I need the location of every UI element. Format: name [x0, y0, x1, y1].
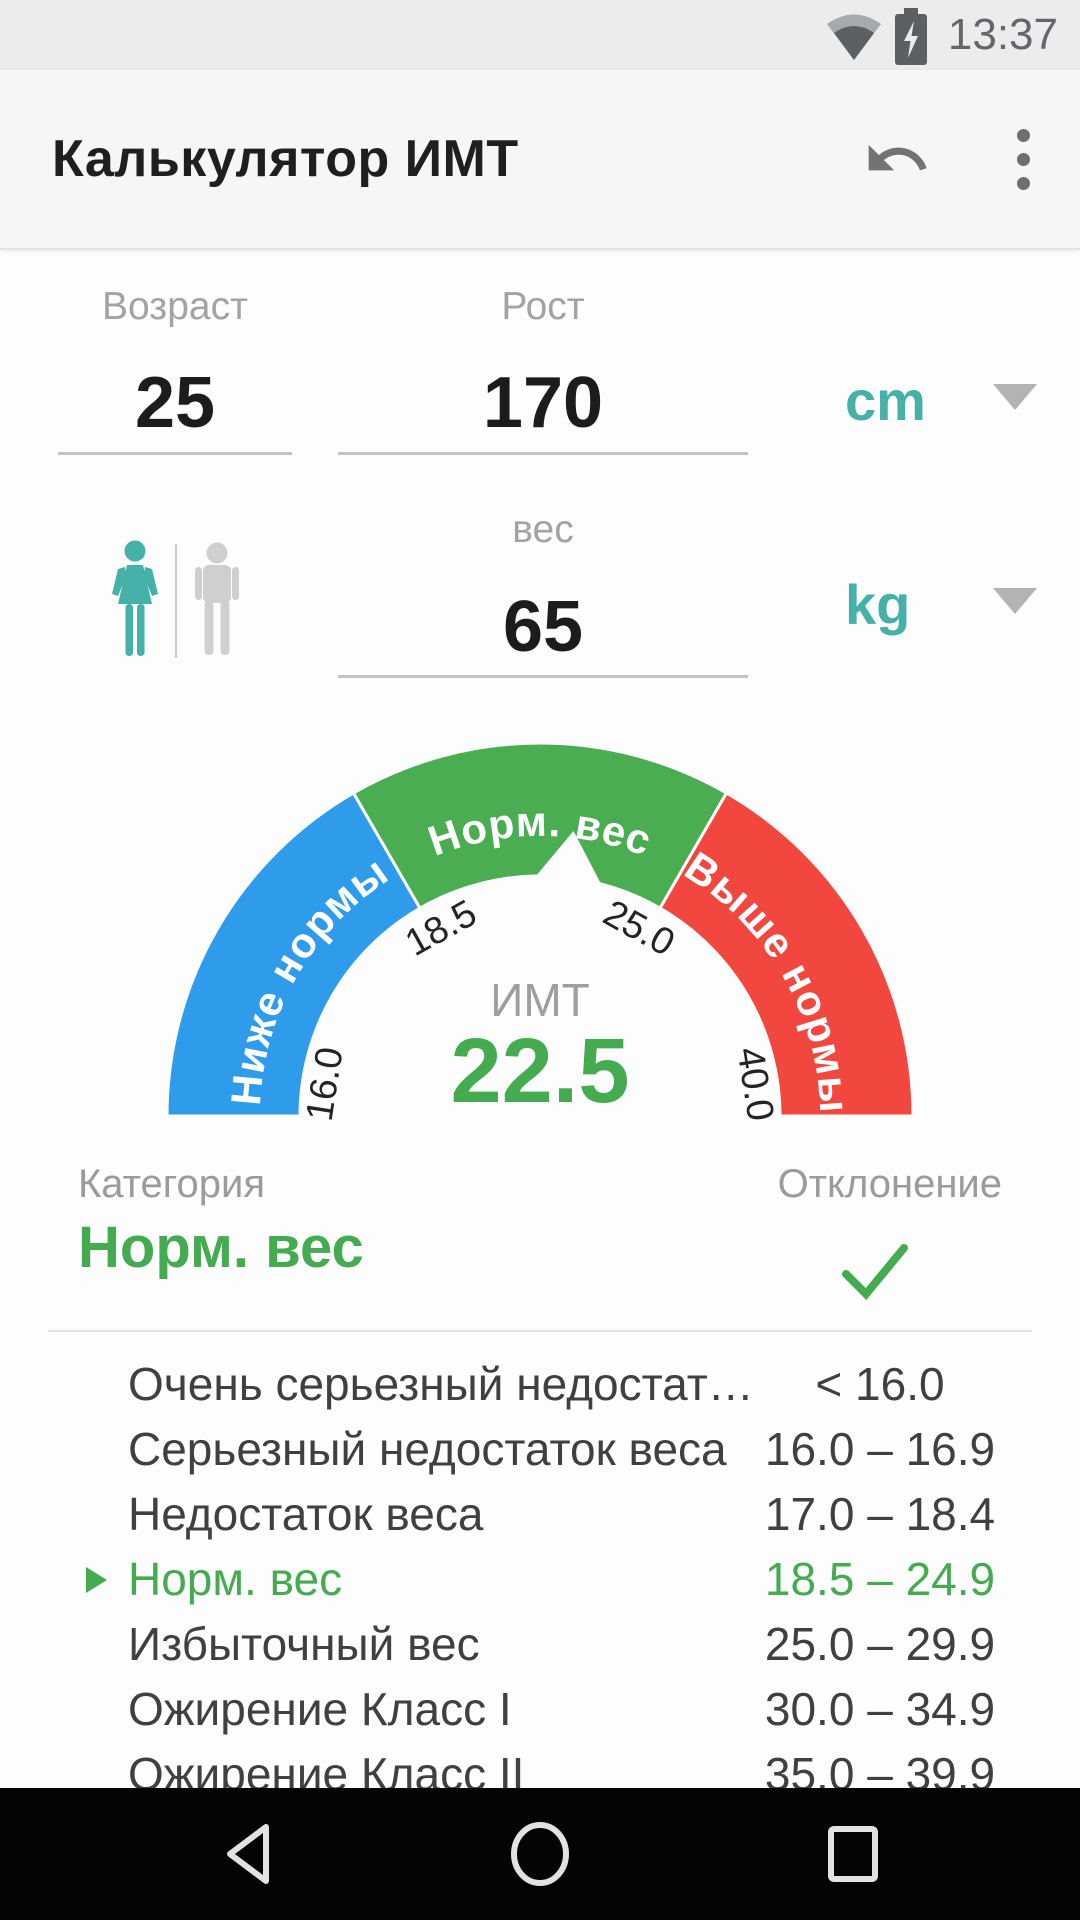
home-icon[interactable]	[508, 1821, 572, 1887]
bmi-gauge: Ниже нормы Норм. вес Выше нормы 16.0 18.…	[165, 741, 915, 1120]
recents-icon[interactable]	[826, 1821, 880, 1887]
weight-unit-dropdown-icon[interactable]	[993, 588, 1037, 614]
app-bar: Калькулятор ИМТ	[0, 70, 1080, 250]
gender-divider	[175, 544, 177, 658]
weight-unit-select[interactable]: kg	[845, 573, 911, 636]
age-underline	[58, 452, 292, 455]
height-label: Рост	[501, 285, 585, 328]
weight-label: вес	[512, 508, 574, 551]
gauge-pointer	[527, 831, 608, 896]
gauge-segment-normal	[351, 741, 729, 911]
battery-charging-icon	[895, 8, 927, 65]
table-row: Очень серьезный недостат… < 16.0	[128, 1358, 945, 1410]
check-icon	[842, 1244, 908, 1300]
navigation-bar	[0, 1788, 1080, 1920]
age-label: Возраст	[102, 285, 248, 328]
category-label: Категория	[78, 1162, 265, 1206]
gauge-value: 22.5	[450, 1020, 629, 1120]
gauge-segment-over	[657, 790, 915, 1118]
table-row: Избыточный вес 25.0 – 29.9	[128, 1618, 996, 1670]
page-title: Калькулятор ИМТ	[52, 130, 519, 188]
overflow-menu-icon[interactable]	[998, 125, 1048, 193]
wifi-icon	[827, 14, 881, 60]
category-value: Норм. вес	[78, 1215, 364, 1280]
bmi-category-table: Очень серьезный недостат… < 16.0 Серьезн…	[0, 1352, 1080, 1807]
undo-icon[interactable]	[862, 125, 932, 193]
section-divider	[48, 1330, 1032, 1332]
deviation-label: Отклонение	[777, 1162, 1002, 1206]
height-underline	[338, 452, 748, 455]
gender-male-icon[interactable]	[188, 542, 246, 658]
table-row: Серьезный недостаток веса 16.0 – 16.9	[128, 1423, 996, 1475]
back-icon[interactable]	[222, 1821, 274, 1887]
gauge-center-label: ИМТ	[490, 974, 589, 1026]
height-unit-dropdown-icon[interactable]	[993, 384, 1037, 410]
table-row-active: Норм. вес 18.5 – 24.9	[0, 1547, 1080, 1612]
weight-underline	[338, 675, 748, 678]
active-row-marker-icon	[86, 1567, 107, 1593]
status-bar: 13:37	[0, 0, 1080, 70]
weight-input[interactable]: 65	[502, 587, 584, 667]
status-time: 13:37	[947, 10, 1058, 59]
age-input[interactable]: 25	[134, 363, 216, 443]
gauge-segment-under	[165, 790, 423, 1118]
gender-female-icon[interactable]	[104, 540, 166, 660]
height-unit-select[interactable]: cm	[845, 369, 926, 432]
height-input[interactable]: 170	[482, 363, 604, 443]
table-row: Недостаток веса 17.0 – 18.4	[128, 1488, 996, 1540]
table-row: Ожирение Класс I 30.0 – 34.9	[128, 1683, 996, 1735]
